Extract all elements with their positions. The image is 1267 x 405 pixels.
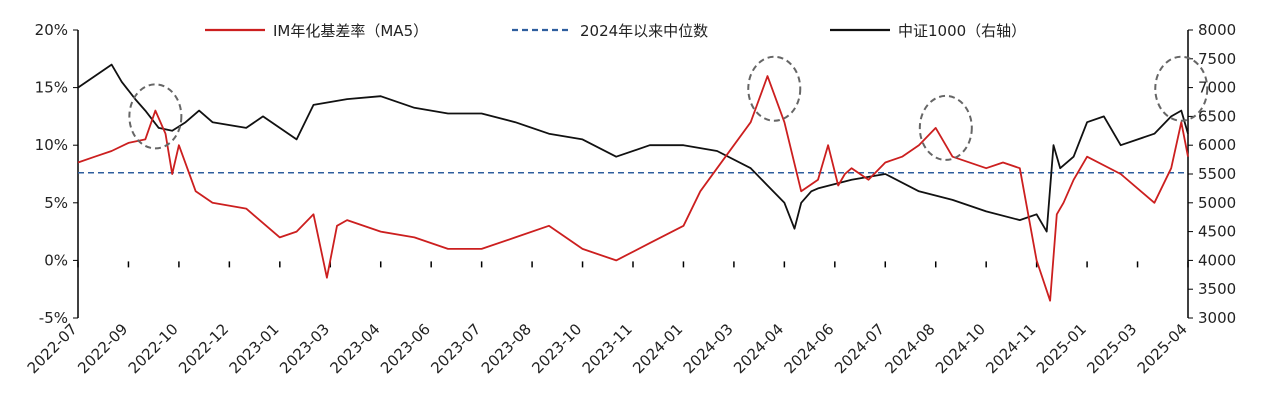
left-axis-tick-label: 0% [44,251,68,269]
x-axis-tick-label: 2024-08 [882,320,939,377]
legend-label: 2024年以来中位数 [580,22,708,40]
x-axis-tick-label: 2022-12 [175,320,232,377]
right-axis: 8000 7500 7000 6500 6000 5500 5000 4500 4000 3500… [1187,21,1236,327]
right-axis-tick-label: 7000 [1198,79,1236,97]
left-axis-tick-label: 10% [35,136,68,154]
left-axis-tick-label: 15% [35,79,68,97]
x-axis: 2022-072022-092022-102022-122023-012023-… [24,261,1191,377]
x-axis-tick-label: 2023-06 [377,320,434,377]
legend: IM年化基差率（MA5） 2024年以来中位数 中证1000（右轴） [205,22,1026,40]
x-axis-tick-label: 2024-03 [680,320,737,377]
left-axis-tick-label: 5% [44,194,68,212]
x-axis-tick-label: 2024-01 [629,320,686,377]
right-axis-tick-label: 4000 [1198,251,1236,269]
x-axis-tick-label: 2024-11 [982,320,1039,377]
x-axis-tick-label: 2024-04 [730,320,787,377]
legend-label: IM年化基差率（MA5） [273,22,428,40]
x-axis-tick-label: 2023-01 [226,320,283,377]
right-axis-tick-label: 4500 [1198,223,1236,241]
right-axis-tick-label: 6000 [1198,136,1236,154]
highlight-circle [1154,55,1209,122]
legend-label: 中证1000（右轴） [898,22,1026,40]
x-axis-tick-label: 2024-07 [831,320,888,377]
x-axis-tick-label: 2023-11 [579,320,636,377]
right-axis-tick-label: 3500 [1198,280,1236,298]
right-axis-tick-label: 5500 [1198,165,1236,183]
left-axis-tick-label: 20% [35,21,68,39]
left-axis-tick-label: -5% [39,309,68,327]
series-line-index [77,63,1189,233]
x-axis-tick-label: 2023-08 [478,320,535,377]
series-layer [77,63,1189,302]
annotation-layer [128,55,1209,161]
right-axis-tick-label: 7500 [1198,50,1236,68]
x-axis-tick-label: 2023-04 [327,320,384,377]
x-axis-tick-label: 2023-10 [528,320,585,377]
highlight-circle [128,83,183,150]
x-axis-tick-label: 2025-04 [1134,320,1191,377]
x-axis-tick-label: 2025-03 [1083,320,1140,377]
left-axis: 20% 15% 10% 5% 0% -5% [35,21,79,327]
series-line-basis [77,75,1189,302]
x-axis-tick-label: 2025-01 [1033,320,1090,377]
right-axis-tick-label: 5000 [1198,194,1236,212]
x-axis-tick-label: 2024-06 [781,320,838,377]
x-axis-tick-label: 2022-10 [125,320,182,377]
right-axis-tick-label: 8000 [1198,21,1236,39]
x-axis-tick-label: 2022-09 [74,320,131,377]
right-axis-tick-label: 3000 [1198,309,1236,327]
right-axis-tick-label: 6500 [1198,107,1236,125]
x-axis-tick-label: 2023-03 [276,320,333,377]
highlight-circle [747,55,802,122]
x-axis-tick-label: 2024-10 [932,320,989,377]
x-axis-tick-label: 2023-07 [427,320,484,377]
highlight-circle [918,94,973,161]
x-axis-tick-label: 2022-07 [24,320,81,377]
